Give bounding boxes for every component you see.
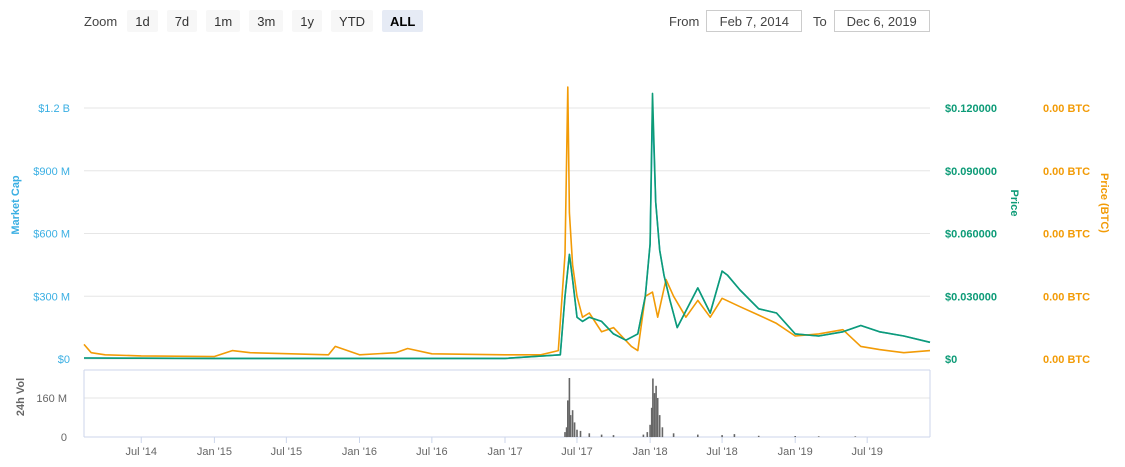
volume-bar	[650, 407, 653, 438]
volume-bar	[661, 427, 664, 438]
price-line	[83, 92, 931, 360]
volume-bar	[854, 436, 857, 437]
market-cap-tick-label: $1.2 B	[38, 103, 70, 115]
volume-bar	[576, 429, 578, 437]
x-tick-label: Jan '19	[778, 446, 813, 458]
volume-bar	[697, 434, 699, 437]
zoom-all-button[interactable]: ALL	[382, 10, 424, 32]
volume-axis-title: 24h Vol	[15, 378, 27, 416]
price-btc-line	[83, 86, 931, 358]
volume-bar	[600, 434, 603, 437]
volume-bar	[794, 436, 796, 437]
volume-bar	[721, 435, 723, 438]
x-tick-label: Jul '17	[561, 446, 592, 458]
price-btc-tick-label: 0.00 BTC	[1043, 166, 1090, 178]
market-cap-tick-label: $0	[58, 354, 70, 366]
price-tick-label: $0.030000	[945, 291, 997, 303]
x-tick-label: Jan '16	[342, 446, 377, 458]
zoom-7d-button[interactable]: 7d	[166, 10, 198, 32]
volume-bar	[579, 430, 582, 437]
range-from: From	[669, 10, 803, 32]
volume-bar	[568, 378, 571, 437]
zoom-3m-button[interactable]: 3m	[249, 10, 284, 32]
price-btc-tick-label: 0.00 BTC	[1043, 291, 1090, 303]
from-label: From	[669, 13, 700, 29]
x-tick-label: Jul '14	[126, 446, 157, 458]
volume-bar	[653, 393, 656, 437]
volume-bar	[817, 436, 820, 437]
volume-bar	[655, 385, 657, 437]
x-tick-label: Jul '18	[706, 446, 737, 458]
volume-bar	[565, 427, 568, 438]
price-tick-label: $0.060000	[945, 229, 997, 241]
volume-bar	[567, 400, 569, 437]
range-to: To	[813, 10, 930, 32]
market-cap-axis-title: Market Cap	[10, 175, 22, 235]
market-cap-tick-label: $600 M	[33, 229, 70, 241]
volume-bar	[569, 415, 572, 437]
price-axis-title: Price	[1008, 190, 1020, 217]
to-date-input[interactable]	[833, 10, 930, 32]
volume-bar	[612, 435, 615, 438]
price-btc-tick-label: 0.00 BTC	[1043, 354, 1090, 366]
zoom-1d-button[interactable]: 1d	[127, 10, 158, 32]
market-cap-tick-label: $300 M	[33, 291, 70, 303]
volume-bar	[672, 433, 675, 437]
price-tick-label: $0	[945, 354, 957, 366]
zoom-ytd-button[interactable]: YTD	[331, 10, 374, 32]
volume-bar	[649, 424, 651, 437]
volume-bar	[564, 432, 566, 437]
volume-bar	[573, 422, 576, 437]
x-tick-label: Jul '16	[416, 446, 447, 458]
x-tick-label: Jan '17	[487, 446, 522, 458]
volume-bar	[656, 398, 659, 437]
to-label: To	[813, 13, 827, 29]
price-tick-label: $0.090000	[945, 166, 997, 178]
zoom-label: Zoom	[84, 13, 118, 29]
market-cap-tick-label: $900 M	[33, 166, 70, 178]
volume-tick-label: 0	[61, 432, 67, 444]
x-tick-label: Jul '15	[271, 446, 302, 458]
price-btc-axis-title: Price (BTC)	[1098, 173, 1110, 233]
x-tick-label: Jan '18	[633, 446, 668, 458]
volume-bar	[733, 434, 736, 437]
volume-bar	[642, 434, 645, 437]
price-btc-tick-label: 0.00 BTC	[1043, 103, 1090, 115]
volume-bar	[571, 410, 574, 437]
volume-tick-label: 160 M	[36, 393, 67, 405]
price-btc-tick-label: 0.00 BTC	[1043, 229, 1090, 241]
volume-bar	[588, 433, 591, 437]
volume-bar	[652, 378, 654, 437]
from-date-input[interactable]	[706, 10, 803, 32]
volume-bar	[658, 415, 661, 437]
x-tick-label: Jan '15	[197, 446, 232, 458]
volume-bar	[646, 432, 649, 437]
price-tick-label: $0.120000	[945, 103, 997, 115]
zoom-1y-button[interactable]: 1y	[292, 10, 323, 32]
x-tick-label: Jul '19	[851, 446, 882, 458]
volume-bar	[757, 435, 760, 437]
zoom-bar: Zoom 1d 7d 1m 3m 1y YTD ALL	[84, 10, 432, 32]
zoom-1m-button[interactable]: 1m	[206, 10, 241, 32]
